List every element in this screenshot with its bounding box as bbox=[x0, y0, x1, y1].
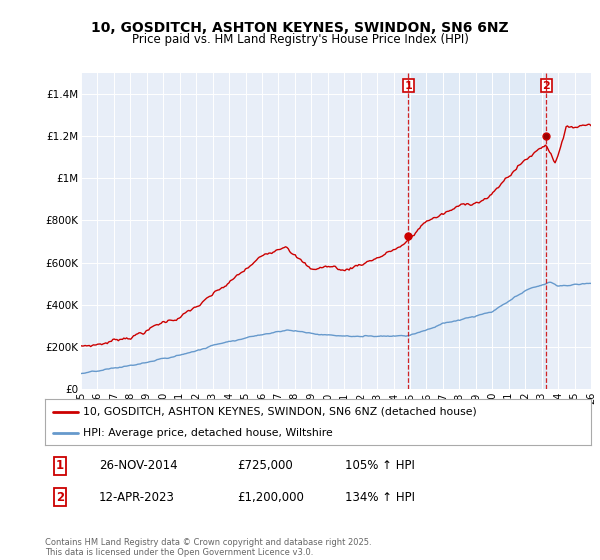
Text: 10, GOSDITCH, ASHTON KEYNES, SWINDON, SN6 6NZ (detached house): 10, GOSDITCH, ASHTON KEYNES, SWINDON, SN… bbox=[83, 407, 477, 417]
Text: HPI: Average price, detached house, Wiltshire: HPI: Average price, detached house, Wilt… bbox=[83, 428, 333, 438]
Text: £1,200,000: £1,200,000 bbox=[237, 491, 304, 504]
Text: Contains HM Land Registry data © Crown copyright and database right 2025.
This d: Contains HM Land Registry data © Crown c… bbox=[45, 538, 371, 557]
Text: 1: 1 bbox=[404, 81, 412, 91]
Text: 2: 2 bbox=[542, 81, 550, 91]
Text: Price paid vs. HM Land Registry's House Price Index (HPI): Price paid vs. HM Land Registry's House … bbox=[131, 33, 469, 46]
Bar bbox=[409, 73, 546, 389]
Text: 105% ↑ HPI: 105% ↑ HPI bbox=[345, 459, 415, 473]
Text: 12-APR-2023: 12-APR-2023 bbox=[99, 491, 175, 504]
Text: £725,000: £725,000 bbox=[237, 459, 293, 473]
Text: 1: 1 bbox=[56, 459, 64, 473]
Text: 134% ↑ HPI: 134% ↑ HPI bbox=[345, 491, 415, 504]
Text: 2: 2 bbox=[56, 491, 64, 504]
Text: 26-NOV-2014: 26-NOV-2014 bbox=[99, 459, 178, 473]
Text: 10, GOSDITCH, ASHTON KEYNES, SWINDON, SN6 6NZ: 10, GOSDITCH, ASHTON KEYNES, SWINDON, SN… bbox=[91, 21, 509, 35]
